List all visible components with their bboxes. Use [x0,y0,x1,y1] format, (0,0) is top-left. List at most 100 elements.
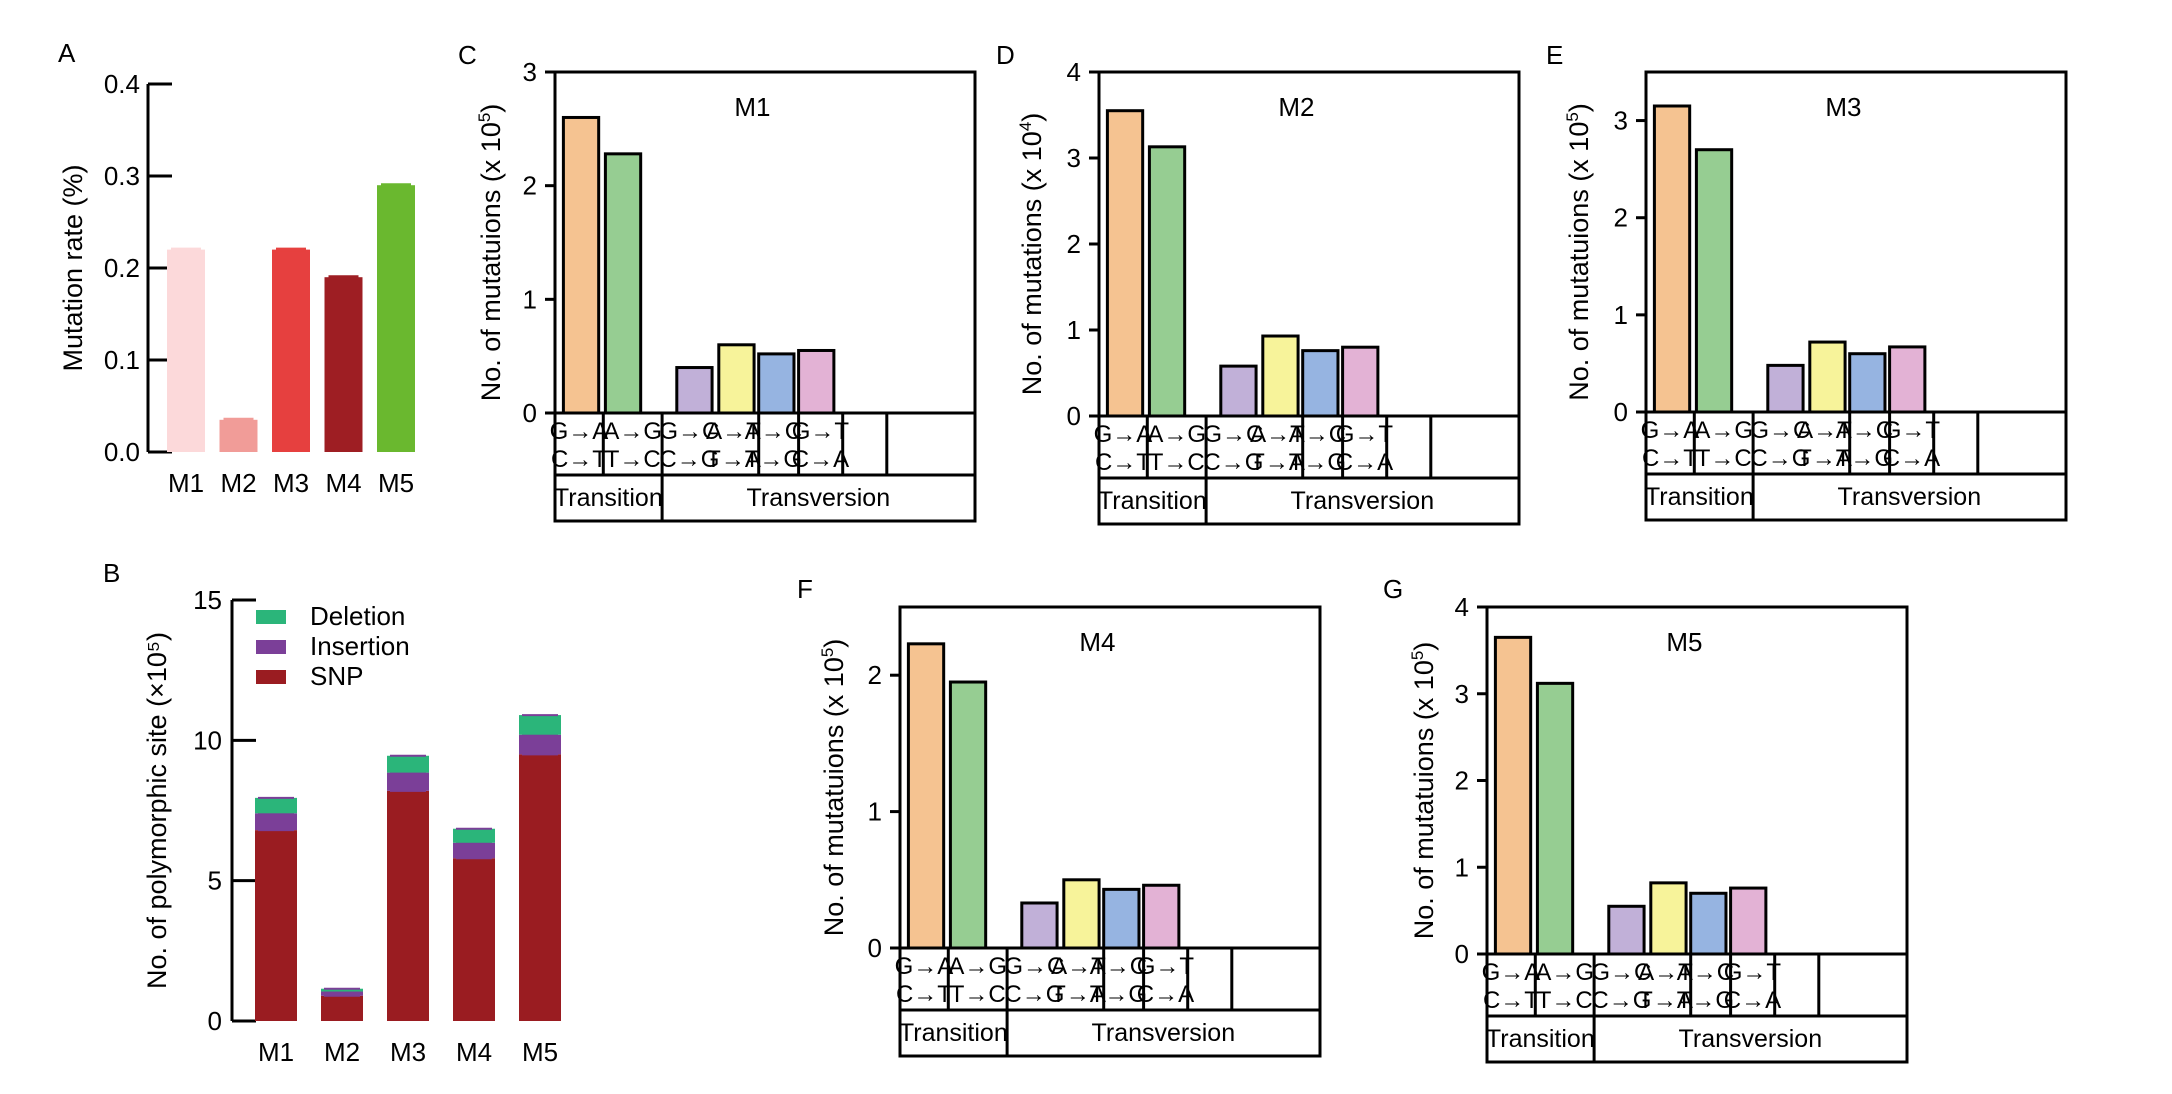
mutation-type-top: A→C [1289,421,1346,448]
x-tick-label: M3 [390,1037,426,1067]
mutation-type-top: G→C [1203,421,1263,448]
y-axis-label-exponent: 5 [818,648,837,657]
mutation-type-top: G→A [895,953,954,980]
bar-segment-snp [321,995,363,1021]
mutation-type-bottom: C→G [1004,981,1064,1008]
y-axis-label: No. of mutatuions (x 105) [475,104,506,402]
bar-segment-insertion [453,842,495,859]
bar-a-to-c [1689,891,1728,956]
mutation-type-top: G→T [1137,953,1195,980]
y-tick-label: 10 [193,725,222,755]
mutation-type-bottom: C→T [896,981,952,1008]
y-tick-label: 0 [523,398,537,428]
panel-title: M2 [1278,92,1314,122]
panel-label: C [458,40,477,70]
group-label-transition: Transition [1486,1025,1595,1053]
y-tick-label: 2 [523,171,537,201]
mutation-type-top: A→G [1694,417,1753,444]
mutation-type-top: A→C [1677,959,1734,986]
panel-label: B [103,558,120,588]
bar-a-to-c [1102,887,1141,950]
mutation-type-bottom: T→C [605,446,661,473]
panel-f: F 0 1 2 No. of mutatuions (x 105) M4 G→AC→TA→G… [797,574,1322,1058]
mutation-type-top: G→A [1482,959,1541,986]
mutation-type-top: G→C [659,418,719,445]
mutation-type-bottom: C→A [1336,449,1393,476]
bar-a-to-g [948,680,988,950]
bar-m4 [324,277,363,452]
mutation-type-bottom: C→G [659,446,719,473]
y-axis-label-close: ) [1564,103,1594,112]
y-axis-label-text: No. of mutatuions (x 10 [476,122,506,401]
group-label-transversion: Transversion [1291,487,1435,515]
bar-segment-deletion [453,828,495,843]
mutation-type-bottom: T→G [1289,449,1346,476]
x-tick-label: M1 [168,468,204,498]
mutation-type-bottom: T→G [1677,987,1734,1014]
mutation-table [1485,952,1909,1064]
panel-label: D [996,40,1015,70]
y-axis-label-close: ) [819,639,849,648]
mutation-table [1097,414,1521,526]
y-tick-label: 1 [1067,315,1081,345]
mutation-type-top: A→G [948,953,1007,980]
mutation-table [553,411,977,523]
mutation-type-bottom: T→C [1149,449,1205,476]
mutation-type-top: G→A [1094,421,1153,448]
y-tick-label: 0 [1067,401,1081,431]
bar-g-to-c [1607,904,1646,956]
mutation-type-bottom: C→A [792,446,849,473]
group-label-transition: Transition [899,1019,1008,1047]
mutation-type-top: G→T [1336,421,1394,448]
mutation-type-top: A→T [1051,953,1106,980]
bar-a-to-g [1147,145,1187,418]
y-tick-label: 0 [868,933,882,963]
y-axis-label: No. of mutations (x 104) [1016,113,1047,396]
panel-b: B 0 5 10 15 No. of polymorphic site (×10⁵) M1 M… [103,558,561,1067]
legend-swatch [256,640,286,654]
legend-swatch [256,610,286,624]
mutation-type-top: A→T [1638,959,1693,986]
y-tick-label: 1 [1455,852,1469,882]
y-tick-label: 0.3 [104,161,140,191]
legend-label: SNP [310,661,363,691]
y-tick-label: 2 [1067,229,1081,259]
y-tick-label: 0.2 [104,253,140,283]
bar-a-to-c [1848,352,1887,414]
y-axis-label: No. of polymorphic site (×10⁵) [142,632,172,989]
y-axis-label-exponent: 5 [1408,651,1427,660]
bar-m2 [219,419,258,452]
y-axis-label-exponent: 4 [1016,122,1035,131]
bar-g-to-a [1652,104,1692,414]
group-label-transversion: Transversion [747,484,891,512]
mutation-type-bottom: T→A [1638,987,1693,1014]
y-tick-label: 0 [1455,939,1469,969]
mutation-type-top: A→C [1090,953,1147,980]
x-tick-label: M2 [324,1037,360,1067]
panel-title: M4 [1079,627,1115,657]
mutation-type-bottom: C→T [1095,449,1151,476]
group-label-transversion: Transversion [1092,1019,1236,1047]
mutation-type-top: A→T [1797,417,1852,444]
mutation-type-bottom: T→C [950,981,1006,1008]
mutation-type-top: G→C [1591,959,1651,986]
mutation-type-bottom: C→G [1203,449,1263,476]
mutation-table [898,946,1322,1058]
y-tick-label: 2 [1614,203,1628,233]
mutation-type-bottom: C→A [1724,987,1781,1014]
mutation-type-top: A→G [1535,959,1594,986]
bar-segment-insertion [519,734,561,755]
bar-g-to-a [1105,109,1145,418]
bar-g-to-t [797,348,836,415]
bar-segment-deletion [255,797,297,814]
y-axis-label-text: No. of mutatuions (x 10 [1564,122,1594,401]
bar-segment-snp [453,858,495,1021]
bar-g-to-a [1493,635,1533,956]
bar-g-to-c [1020,901,1059,950]
bar-g-to-t [1888,345,1927,414]
legend-swatch [256,670,286,684]
